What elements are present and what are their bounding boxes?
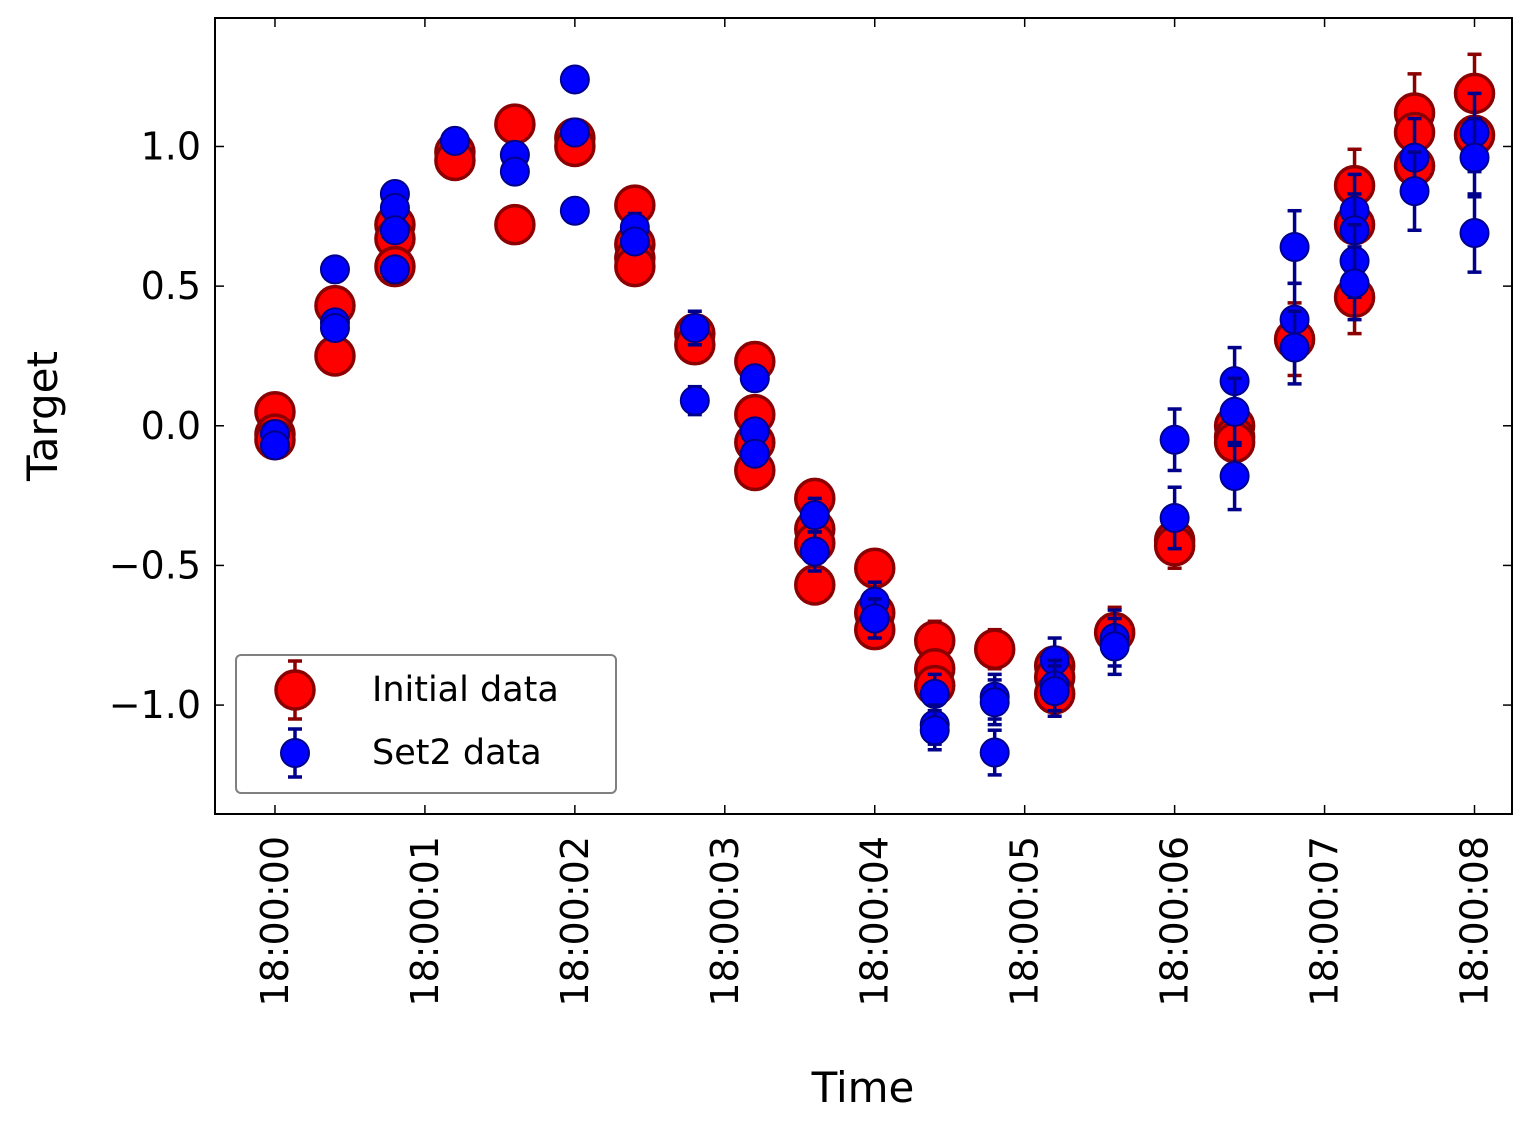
x-tick-labels: 18:00:00 18:00:01 18:00:02 18:00:03 18:00:04… xyxy=(253,836,1497,1007)
legend: Initial data Set2 data xyxy=(235,654,617,794)
data-point xyxy=(319,313,350,344)
data-point xyxy=(1159,502,1190,533)
y-tick-label: 0.5 xyxy=(141,264,201,308)
y-tick-label: 1.0 xyxy=(141,124,201,168)
legend-box xyxy=(235,654,617,794)
data-point xyxy=(859,603,890,634)
data-point xyxy=(1459,142,1490,173)
x-tick-label: 18:00:06 xyxy=(1153,836,1197,1007)
data-point xyxy=(259,430,290,461)
data-point xyxy=(1219,396,1250,427)
data-point xyxy=(1039,676,1070,707)
legend-entry: Set2 data xyxy=(280,727,542,779)
data-point xyxy=(739,363,770,394)
series-set2-data xyxy=(259,64,1490,777)
x-tick-label: 18:00:05 xyxy=(1003,836,1047,1007)
data-point xyxy=(679,385,710,416)
data-point xyxy=(379,254,410,285)
data-point xyxy=(499,156,530,187)
data-point xyxy=(1399,176,1430,207)
data-point xyxy=(1099,631,1130,662)
data-point xyxy=(1279,232,1310,263)
x-tick-label: 18:00:08 xyxy=(1453,836,1497,1007)
legend-entries: Initial data Set2 data xyxy=(274,659,559,779)
x-tick-label: 18:00:01 xyxy=(403,836,447,1007)
x-axis-title: Time xyxy=(811,1063,915,1112)
x-tick-label: 18:00:03 xyxy=(703,836,747,1007)
y-tick-label: 0.0 xyxy=(141,404,201,448)
legend-marker xyxy=(274,669,316,711)
data-point xyxy=(1159,424,1190,455)
data-point xyxy=(619,226,650,257)
legend-label: Initial data xyxy=(372,670,559,710)
legend-marker xyxy=(280,738,310,768)
data-point xyxy=(494,203,536,246)
legend-label: Set2 data xyxy=(372,733,542,773)
data-point xyxy=(1339,268,1370,299)
data-point xyxy=(559,64,590,95)
data-point xyxy=(919,715,950,746)
x-tick-label: 18:00:02 xyxy=(553,836,597,1007)
data-point xyxy=(973,628,1016,670)
data-point xyxy=(979,687,1010,718)
data-point xyxy=(559,117,590,148)
data-point xyxy=(559,195,590,226)
plot-area xyxy=(254,52,1496,777)
data-point xyxy=(799,536,830,567)
data-point xyxy=(799,500,830,531)
x-tick-label: 18:00:07 xyxy=(1303,836,1347,1007)
data-point xyxy=(494,103,536,145)
data-point xyxy=(1459,218,1490,249)
data-point xyxy=(979,737,1010,768)
data-point xyxy=(319,254,350,285)
plot-frame xyxy=(214,17,1513,815)
data-point xyxy=(379,215,410,246)
y-tick-label: −1.0 xyxy=(109,683,201,727)
x-tick-label: 18:00:04 xyxy=(853,836,897,1007)
y-axis-title: Target xyxy=(18,351,67,482)
data-point xyxy=(439,125,470,156)
legend-entry: Initial data xyxy=(274,659,559,721)
data-point xyxy=(679,313,710,344)
y-tick-labels: 1.0 0.5 0.0 −0.5 −1.0 xyxy=(109,124,201,727)
data-point xyxy=(1219,461,1250,492)
x-tick-label: 18:00:00 xyxy=(253,836,297,1007)
data-point xyxy=(739,438,770,469)
data-point xyxy=(1279,332,1310,363)
axis-ticks xyxy=(215,18,1512,814)
y-tick-label: −0.5 xyxy=(109,543,201,587)
